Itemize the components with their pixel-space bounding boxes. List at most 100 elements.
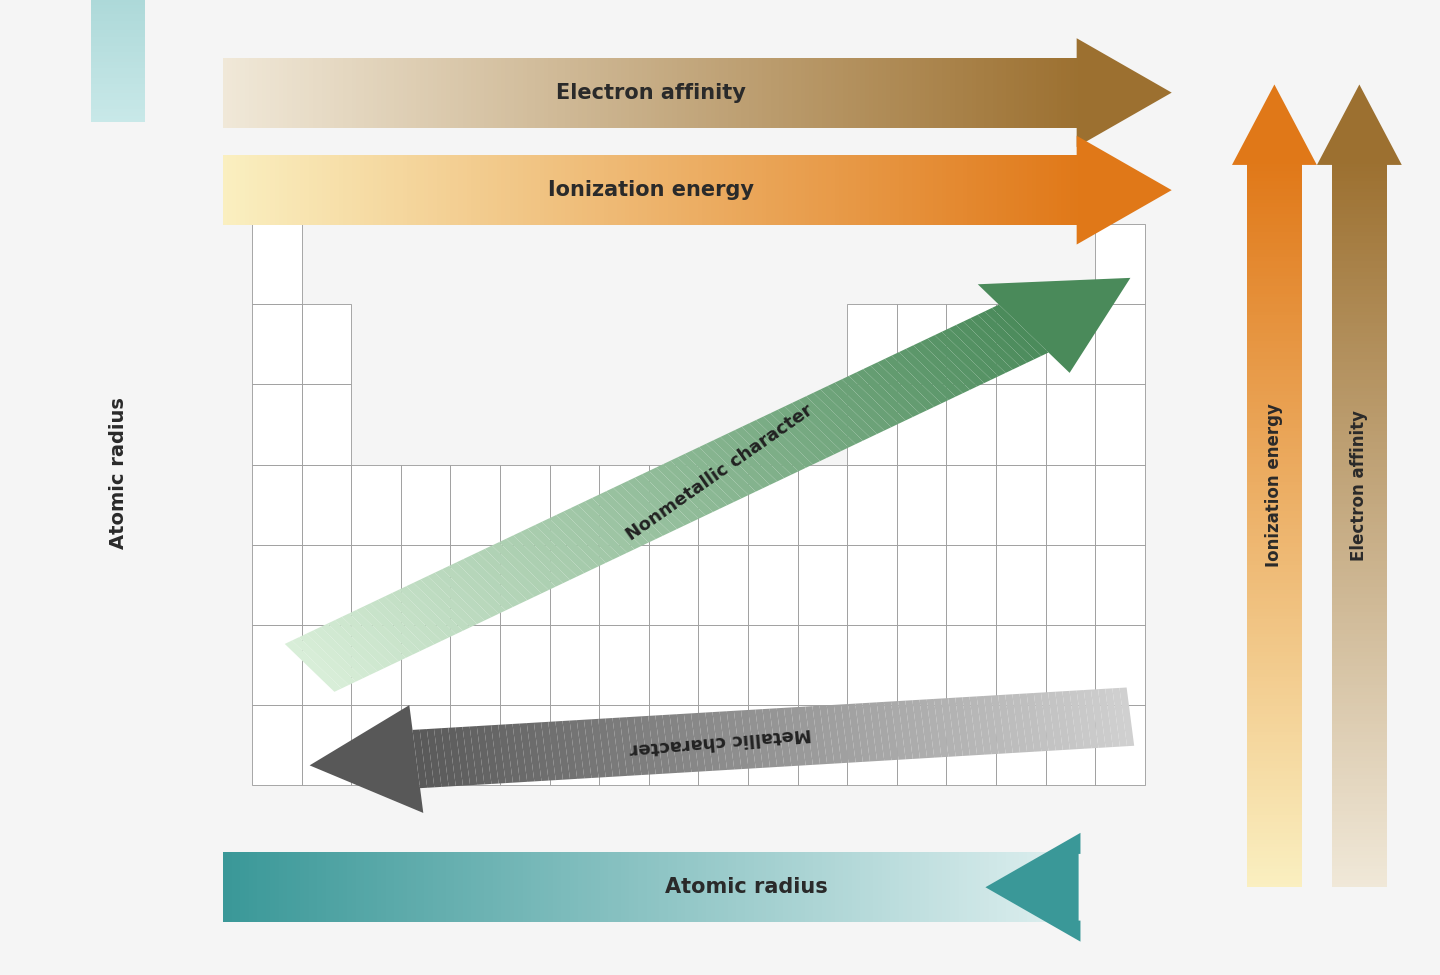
Bar (998, 155, 1002, 225)
Bar (942, 852, 946, 922)
Bar (1247, 873, 1302, 877)
Bar (540, 58, 544, 128)
Bar (449, 155, 454, 225)
Bar (1247, 528, 1302, 532)
Bar (480, 58, 484, 128)
Bar (1045, 705, 1096, 785)
Bar (566, 58, 570, 128)
Bar (425, 58, 429, 128)
Bar (1332, 612, 1387, 616)
Bar (1247, 731, 1302, 735)
Polygon shape (492, 542, 549, 594)
Polygon shape (664, 461, 720, 512)
Bar (1332, 239, 1387, 243)
Bar (549, 155, 553, 225)
Bar (1247, 804, 1302, 807)
Polygon shape (828, 382, 884, 434)
Bar (386, 852, 390, 922)
Bar (599, 705, 649, 785)
Bar (1332, 771, 1387, 775)
Bar (831, 155, 835, 225)
Bar (91, 68, 145, 71)
Bar (284, 155, 288, 225)
Bar (1332, 475, 1387, 478)
Polygon shape (477, 725, 491, 784)
Polygon shape (577, 720, 592, 778)
Polygon shape (763, 413, 819, 464)
Bar (1247, 674, 1302, 678)
Bar (1247, 735, 1302, 739)
Bar (1247, 515, 1302, 518)
Bar (1332, 363, 1387, 366)
Bar (1018, 58, 1022, 128)
Bar (351, 58, 356, 128)
Bar (1247, 826, 1302, 830)
Bar (1247, 496, 1302, 500)
Bar (1247, 634, 1302, 638)
Bar (228, 852, 232, 922)
Bar (586, 852, 592, 922)
Bar (1018, 852, 1022, 922)
Bar (1332, 492, 1387, 496)
Bar (1247, 464, 1302, 467)
Bar (1332, 829, 1387, 833)
Polygon shape (891, 352, 949, 404)
Bar (1247, 699, 1302, 703)
Bar (1332, 272, 1387, 276)
Bar (523, 852, 527, 922)
Bar (723, 155, 729, 225)
Polygon shape (742, 710, 756, 768)
Bar (1247, 413, 1302, 416)
Polygon shape (933, 698, 949, 758)
Bar (301, 705, 351, 785)
Bar (1332, 420, 1387, 424)
Bar (1332, 536, 1387, 540)
Bar (91, 27, 145, 30)
Bar (445, 58, 451, 128)
Bar (549, 852, 553, 922)
Bar (1247, 811, 1302, 815)
Bar (798, 705, 847, 785)
Bar (840, 58, 844, 128)
Bar (91, 94, 145, 97)
Polygon shape (834, 705, 848, 763)
Bar (500, 464, 550, 545)
Bar (1031, 155, 1035, 225)
Bar (1332, 257, 1387, 261)
Bar (595, 155, 599, 225)
Bar (1247, 370, 1302, 373)
Bar (599, 58, 603, 128)
Polygon shape (806, 393, 863, 445)
Polygon shape (634, 717, 648, 775)
Bar (920, 155, 924, 225)
Bar (1247, 695, 1302, 699)
Bar (649, 625, 698, 705)
Bar (1247, 822, 1302, 826)
Bar (351, 852, 356, 922)
Bar (1247, 373, 1302, 377)
Bar (1332, 287, 1387, 290)
Bar (1332, 279, 1387, 283)
Bar (809, 58, 814, 128)
Bar (223, 58, 228, 128)
Bar (955, 58, 959, 128)
Bar (847, 304, 897, 384)
Bar (1332, 543, 1387, 547)
Bar (890, 852, 894, 922)
Bar (505, 58, 510, 128)
Polygon shape (913, 700, 927, 759)
Bar (1247, 293, 1302, 297)
Bar (1247, 359, 1302, 363)
Bar (861, 852, 865, 922)
Bar (1332, 608, 1387, 612)
Polygon shape (963, 318, 1020, 370)
Bar (1332, 695, 1387, 699)
Polygon shape (1034, 692, 1048, 752)
Polygon shape (598, 719, 613, 777)
Bar (1332, 243, 1387, 247)
Bar (373, 852, 377, 922)
Bar (1002, 852, 1007, 922)
Bar (740, 58, 744, 128)
Polygon shape (363, 604, 420, 654)
Bar (894, 155, 899, 225)
